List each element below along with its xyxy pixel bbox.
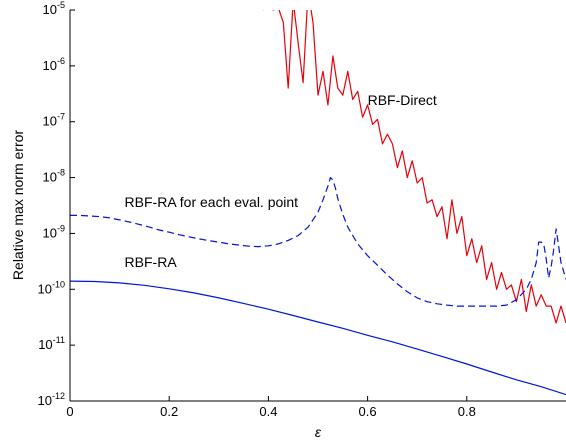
annotations-layer: RBF-Direct RBF-RA for each eval. point RBF… bbox=[125, 92, 437, 270]
series-annotation: RBF-Direct bbox=[368, 92, 437, 108]
x-tick-label: 0.6 bbox=[359, 404, 377, 419]
x-axis-label: ε bbox=[315, 424, 322, 440]
y-tick-label: 10-6 bbox=[43, 56, 65, 73]
plot-frame bbox=[69, 10, 566, 402]
series-annotation: RBF-RA for each eval. point bbox=[125, 194, 299, 210]
y-tick-label: 10-7 bbox=[43, 112, 65, 129]
series-line-2 bbox=[70, 177, 566, 307]
x-tick-label: 0.2 bbox=[160, 404, 178, 419]
series-line-1 bbox=[263, 10, 566, 324]
x-tick-label: 0 bbox=[66, 404, 73, 419]
y-tick-label: 10-9 bbox=[43, 223, 65, 240]
y-tick-label: 10-12 bbox=[38, 391, 65, 408]
x-tick-label: 0.4 bbox=[259, 404, 277, 419]
ticks-layer: 0 0.2 0.4 0.6 0.8 10-12 10-11 10-10 10-9 10-8 10-7… bbox=[38, 0, 476, 419]
series-annotation: RBF-RA bbox=[125, 254, 178, 270]
x-tick-label: 0.8 bbox=[458, 404, 476, 419]
series-line-3 bbox=[70, 280, 566, 396]
plot-area bbox=[70, 10, 566, 401]
series-layer bbox=[70, 10, 566, 396]
y-tick-label: 10-10 bbox=[38, 279, 65, 296]
y-tick-label: 10-8 bbox=[43, 168, 65, 185]
y-tick-label: 10-11 bbox=[38, 335, 65, 352]
y-axis-label: Relative max norm error bbox=[10, 130, 26, 280]
y-tick-label: 10-5 bbox=[43, 0, 65, 17]
